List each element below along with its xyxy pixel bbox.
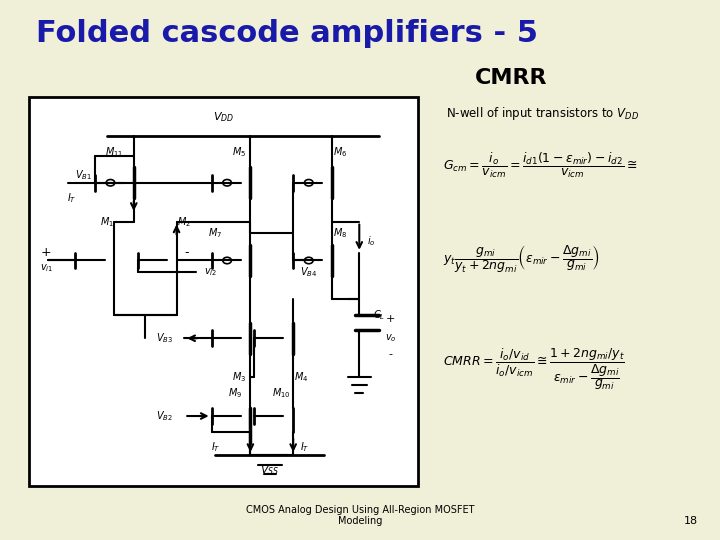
Text: $M_7$: $M_7$ bbox=[208, 226, 222, 240]
Text: $V_{B4}$: $V_{B4}$ bbox=[300, 265, 318, 279]
Text: $\mathit{G}_{cm} = \dfrac{i_o}{v_{icm}} = \dfrac{i_{d1}(1-\varepsilon_{mir})-i_{: $\mathit{G}_{cm} = \dfrac{i_o}{v_{icm}} … bbox=[443, 151, 637, 180]
Text: $C_L$: $C_L$ bbox=[373, 308, 384, 322]
Text: $V_{B2}$: $V_{B2}$ bbox=[156, 409, 173, 423]
Text: $y_t \dfrac{g_{mi}}{y_t+2ng_{mi}}\left(\varepsilon_{mir} - \dfrac{\Delta g_{mi}}: $y_t \dfrac{g_{mi}}{y_t+2ng_{mi}}\left(\… bbox=[443, 243, 600, 275]
Text: +: + bbox=[40, 246, 51, 259]
Text: $V_{SS}$: $V_{SS}$ bbox=[260, 463, 279, 477]
Text: $M_4$: $M_4$ bbox=[294, 370, 308, 384]
Text: +: + bbox=[386, 314, 395, 324]
Text: $M_{10}$: $M_{10}$ bbox=[272, 386, 291, 400]
Text: $CMRR = \dfrac{i_o/v_{id}}{i_o/v_{icm}} \cong \dfrac{1+2ng_{mi}/y_t}{\varepsilon: $CMRR = \dfrac{i_o/v_{id}}{i_o/v_{icm}} … bbox=[443, 346, 625, 392]
Text: N-well of input transistors to $V_{DD}$: N-well of input transistors to $V_{DD}$ bbox=[446, 105, 639, 122]
FancyBboxPatch shape bbox=[29, 97, 418, 486]
Text: CMOS Analog Design Using All-Region MOSFET
Modeling: CMOS Analog Design Using All-Region MOSF… bbox=[246, 505, 474, 526]
Text: $i_o$: $i_o$ bbox=[366, 234, 375, 248]
Text: CMRR: CMRR bbox=[475, 68, 548, 87]
Text: $M_1$: $M_1$ bbox=[99, 215, 114, 228]
Text: $v_{i1}$: $v_{i1}$ bbox=[40, 262, 54, 274]
Text: $I_T$: $I_T$ bbox=[300, 440, 310, 454]
Text: $V_{B1}$: $V_{B1}$ bbox=[75, 168, 91, 182]
Text: $M_9$: $M_9$ bbox=[228, 386, 242, 400]
Text: $M_3$: $M_3$ bbox=[232, 370, 246, 384]
Text: -: - bbox=[388, 349, 392, 359]
Text: 18: 18 bbox=[684, 516, 698, 526]
Text: $V_{B3}$: $V_{B3}$ bbox=[156, 332, 173, 345]
Text: $M_6$: $M_6$ bbox=[333, 145, 347, 159]
Text: $I_T$: $I_T$ bbox=[211, 440, 220, 454]
Text: $v_o$: $v_o$ bbox=[384, 332, 396, 344]
Text: $I_T$: $I_T$ bbox=[67, 191, 76, 205]
Text: Folded cascode amplifiers - 5: Folded cascode amplifiers - 5 bbox=[36, 19, 538, 48]
Text: -: - bbox=[184, 246, 189, 259]
Text: $V_{DD}$: $V_{DD}$ bbox=[212, 110, 234, 124]
Text: $v_{i2}$: $v_{i2}$ bbox=[204, 266, 217, 278]
Text: $M_8$: $M_8$ bbox=[333, 226, 347, 240]
Text: $M_2$: $M_2$ bbox=[177, 215, 192, 228]
Text: $M_5$: $M_5$ bbox=[232, 145, 246, 159]
Text: $M_{11}$: $M_{11}$ bbox=[105, 145, 124, 159]
